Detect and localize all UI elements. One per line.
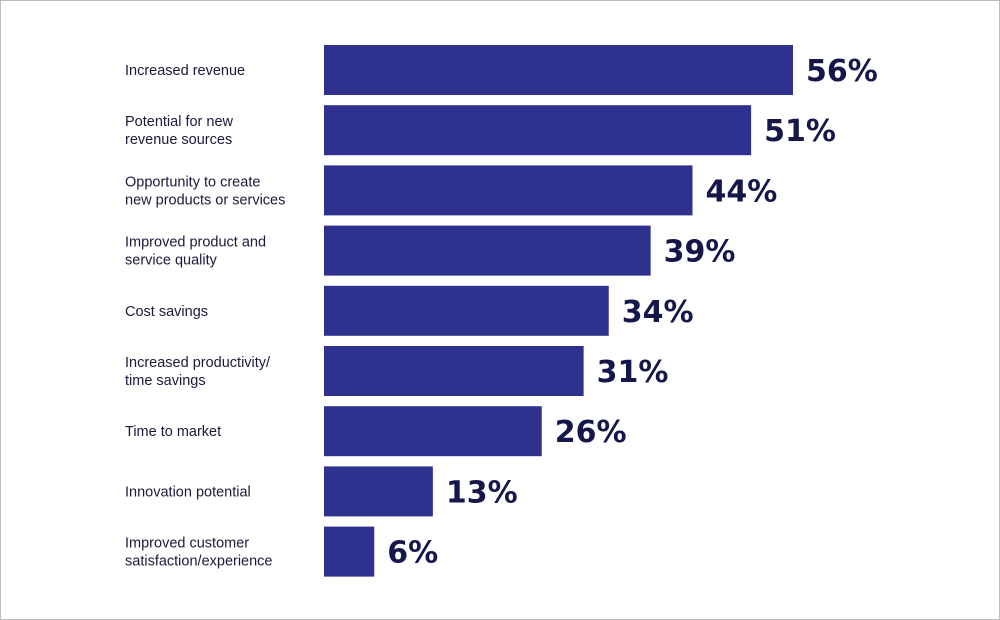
category-label-line: Cost savings (125, 304, 208, 320)
category-label-8: Improved customer satisfaction/experience (125, 536, 273, 570)
bar-1 (324, 105, 752, 156)
category-label-line: Innovation potential (125, 484, 251, 500)
category-label-line: Improved customer (125, 536, 249, 552)
bar-0 (324, 45, 793, 95)
category-label-0: Increased revenue (125, 63, 245, 79)
category-label-1: Potential for new revenue sources (125, 114, 234, 148)
category-label-3: Improved product and service quality (125, 235, 266, 269)
value-label-0: 56% (806, 54, 878, 89)
value-label-2: 44% (706, 174, 778, 209)
category-label-6: Time to market (125, 424, 221, 440)
bar-7 (324, 466, 433, 517)
category-label-4: Cost savings (125, 304, 208, 320)
bar-4 (324, 285, 609, 336)
value-label-6: 26% (555, 415, 627, 450)
value-label-1: 51% (764, 114, 836, 149)
bar-6 (324, 406, 542, 457)
value-label-4: 34% (622, 295, 694, 330)
value-label-7: 13% (446, 475, 518, 510)
bar-3 (324, 225, 651, 276)
category-label-line: Potential for new (125, 114, 234, 130)
category-label-line: Time to market (125, 424, 221, 440)
category-label-line: Opportunity to create (125, 174, 260, 190)
category-label-2: Opportunity to create new products or ser… (125, 174, 285, 208)
category-label-line: time savings (125, 373, 206, 389)
value-label-8: 6% (387, 536, 438, 571)
value-label-3: 39% (664, 235, 736, 270)
category-label-line: satisfaction/experience (125, 554, 273, 570)
value-label-5: 31% (597, 355, 669, 390)
bar-8 (324, 526, 375, 577)
category-label-line: Increased productivity/ (125, 355, 271, 371)
bar-2 (324, 165, 693, 216)
bar-5 (324, 346, 584, 396)
category-label-7: Innovation potential (125, 484, 251, 500)
category-label-line: Improved product and (125, 235, 266, 251)
category-label-5: Increased productivity/time savings (125, 355, 271, 389)
category-label-line: Increased revenue (125, 63, 245, 79)
category-label-line: revenue sources (125, 132, 232, 148)
category-label-line: new products or services (125, 192, 285, 208)
category-label-line: service quality (125, 253, 218, 269)
